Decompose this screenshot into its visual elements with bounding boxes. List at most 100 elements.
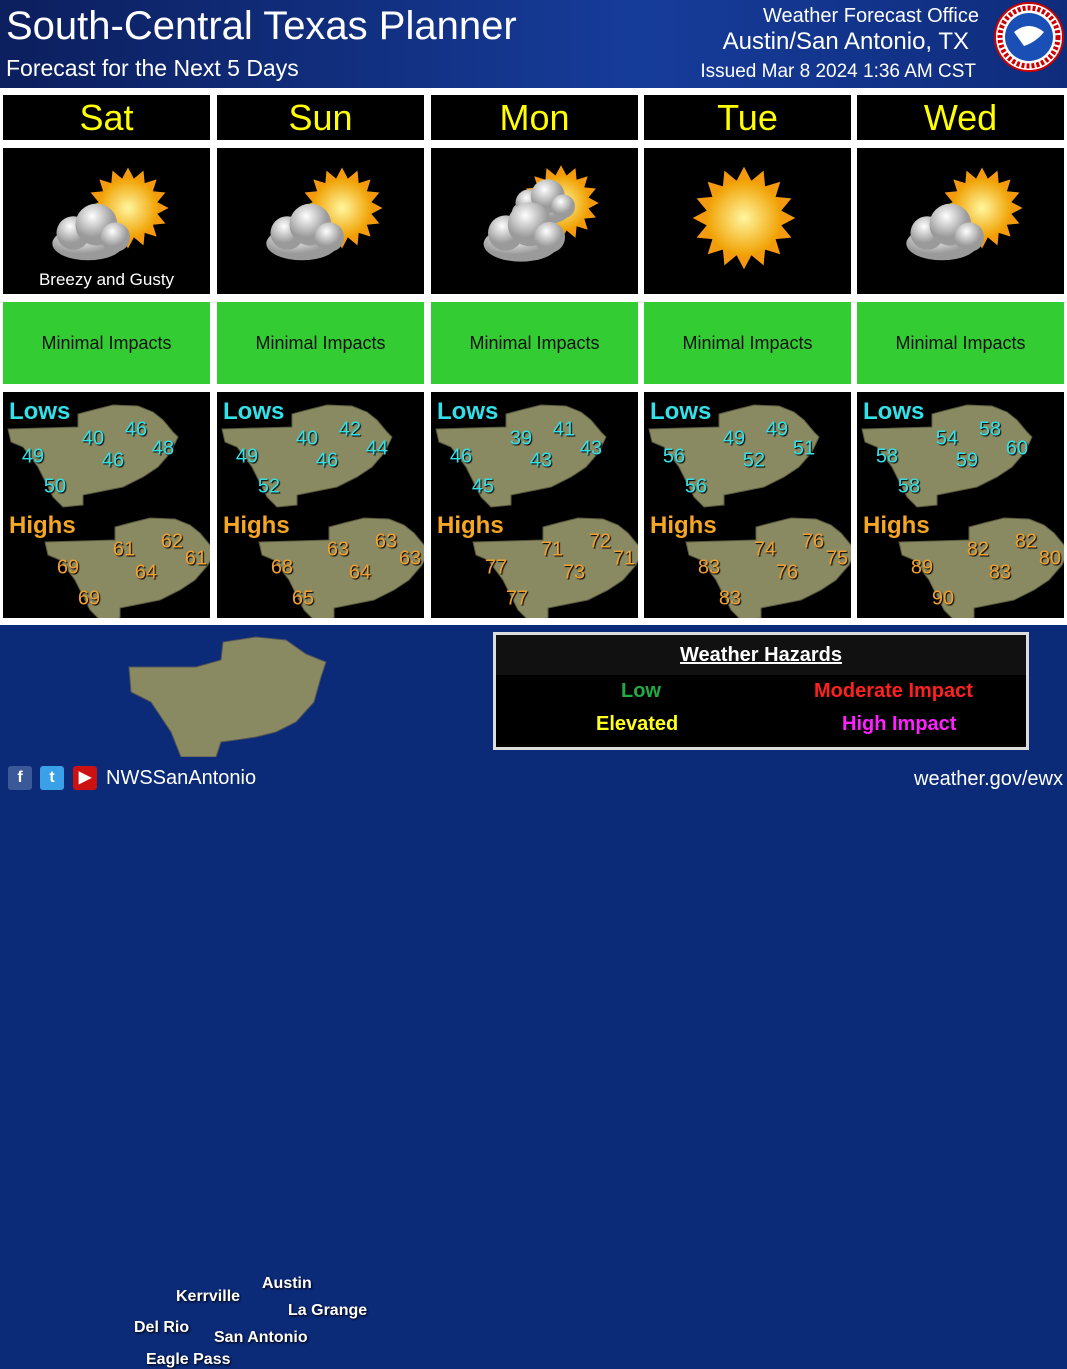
high-temp: 62 <box>160 530 184 553</box>
day-name: Sun <box>217 95 424 140</box>
county-map <box>861 404 1064 618</box>
lows-label: Lows <box>223 398 285 425</box>
low-temp: 39 <box>509 427 533 450</box>
high-temp: 83 <box>988 561 1012 584</box>
office-line1: Weather Forecast Office <box>762 5 979 27</box>
hazard-moderate: Moderate Impact <box>814 680 973 702</box>
highs-label: Highs <box>9 512 76 539</box>
highs-label: Highs <box>437 512 504 539</box>
impact-level: Minimal Impacts <box>644 302 851 384</box>
low-temp: 52 <box>257 475 281 498</box>
high-temp: 68 <box>270 556 294 579</box>
low-temp: 60 <box>1005 437 1029 460</box>
weather-panel <box>857 148 1064 294</box>
twitter-icon[interactable]: t <box>40 766 64 790</box>
social-handle[interactable]: NWSSanAntonio <box>106 767 257 789</box>
day-name: Mon <box>431 95 638 140</box>
low-temp: 45 <box>471 475 495 498</box>
weather-hazards-legend: Weather Hazards Low Moderate Impact Elev… <box>493 632 1029 750</box>
high-temp: 90 <box>931 587 955 610</box>
county-map <box>435 404 638 618</box>
low-temp: 58 <box>897 475 921 498</box>
high-temp: 64 <box>134 561 158 584</box>
day-name: Tue <box>644 95 851 140</box>
high-temp: 61 <box>184 547 208 570</box>
low-temp: 50 <box>43 475 67 498</box>
temperature-maps: Lows Highs 49 40 46 48 46 50 69 61 62 61 64 69 <box>3 392 210 618</box>
high-temp: 89 <box>910 556 934 579</box>
mostly-cloudy-icon <box>483 165 599 262</box>
low-temp: 46 <box>449 445 473 468</box>
low-temp: 54 <box>935 427 959 450</box>
city-san-antonio: San Antonio <box>214 1329 308 1346</box>
impact-level: Minimal Impacts <box>217 302 424 384</box>
lows-label: Lows <box>437 398 499 425</box>
low-temp: 43 <box>579 437 603 460</box>
low-temp: 58 <box>875 445 899 468</box>
low-temp: 46 <box>124 418 148 441</box>
city-la-grange: La Grange <box>288 1302 368 1319</box>
city-del-rio: Del Rio <box>134 1319 190 1336</box>
header: South-Central Texas Planner Forecast for… <box>0 0 1067 88</box>
high-temp: 83 <box>697 556 721 579</box>
city-austin: Austin <box>262 1275 312 1292</box>
low-temp: 41 <box>552 418 576 441</box>
high-temp: 63 <box>374 530 398 553</box>
weather-panel <box>431 148 638 294</box>
county-map <box>7 404 210 618</box>
low-temp: 51 <box>792 437 816 460</box>
county-map <box>648 404 851 618</box>
low-temp: 40 <box>81 427 105 450</box>
high-temp: 71 <box>612 547 636 570</box>
high-temp: 61 <box>112 538 136 561</box>
low-temp: 40 <box>295 427 319 450</box>
low-temp: 44 <box>365 437 389 460</box>
low-temp: 49 <box>765 418 789 441</box>
page-subtitle: Forecast for the Next 5 Days <box>6 55 299 81</box>
hazard-elevated: Elevated <box>596 713 679 735</box>
partly-cloudy-icon <box>906 167 1023 261</box>
low-temp: 46 <box>101 449 125 472</box>
website-link[interactable]: weather.gov/ewx <box>914 768 1063 790</box>
day-name: Wed <box>857 95 1064 140</box>
county-map <box>221 404 424 618</box>
high-temp: 74 <box>753 538 777 561</box>
low-temp: 48 <box>151 437 175 460</box>
issued-time: Issued Mar 8 2024 1:36 AM CST <box>700 61 976 82</box>
high-temp: 73 <box>562 561 586 584</box>
highs-label: Highs <box>863 512 930 539</box>
highs-label: Highs <box>650 512 717 539</box>
low-temp: 42 <box>338 418 362 441</box>
impact-level: Minimal Impacts <box>3 302 210 384</box>
impact-level: Minimal Impacts <box>857 302 1064 384</box>
weather-note: Breezy and Gusty <box>38 270 175 289</box>
low-temp: 43 <box>529 449 553 472</box>
impact-level: Minimal Impacts <box>431 302 638 384</box>
low-temp: 49 <box>21 445 45 468</box>
day-column-wed: Wed Minimal Impacts Lows Highs 58 54 58 60 5… <box>857 88 1064 625</box>
hazard-low: Low <box>621 680 661 702</box>
day-column-mon: Mon Minimal Impacts Lows Highs 46 39 41 43 4… <box>431 88 638 625</box>
high-temp: 77 <box>505 587 529 610</box>
highs-label: Highs <box>223 512 290 539</box>
youtube-icon[interactable]: ▶ <box>73 766 97 790</box>
high-temp: 65 <box>291 587 315 610</box>
weather-panel: Breezy and Gusty <box>3 148 210 294</box>
page-title: South-Central Texas Planner <box>6 4 517 48</box>
low-temp: 49 <box>722 427 746 450</box>
sunny-icon <box>692 166 796 270</box>
low-temp: 58 <box>978 418 1002 441</box>
facebook-icon[interactable]: f <box>8 766 32 790</box>
high-temp: 82 <box>1014 530 1038 553</box>
weather-panel <box>217 148 424 294</box>
partly-cloudy-icon <box>266 167 383 261</box>
partly-cloudy-icon <box>52 167 169 261</box>
high-temp: 82 <box>966 538 990 561</box>
lows-label: Lows <box>9 398 71 425</box>
city-kerrville: Kerrville <box>176 1288 241 1305</box>
nws-logo-icon <box>994 2 1064 72</box>
low-temp: 49 <box>235 445 259 468</box>
day-name: Sat <box>3 95 210 140</box>
lows-label: Lows <box>863 398 925 425</box>
high-temp: 83 <box>718 587 742 610</box>
